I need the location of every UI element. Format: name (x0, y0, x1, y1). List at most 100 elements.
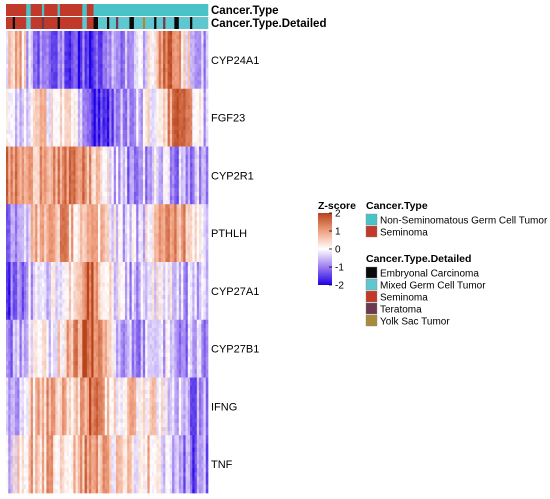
heatmap-cell (147, 216, 150, 222)
heatmap-cell (151, 47, 155, 52)
heatmap-cell (111, 187, 115, 193)
heatmap-cell (190, 167, 193, 172)
heatmap-cell (205, 179, 209, 184)
heatmap-cell (201, 249, 204, 255)
heatmap-cell (158, 88, 162, 94)
heatmap-cell (53, 224, 56, 230)
heatmap-cell (140, 245, 144, 250)
heatmap-cell (93, 117, 97, 123)
heatmap-cell (181, 43, 184, 48)
heatmap-cell (181, 105, 184, 110)
heatmap-cell (127, 39, 130, 44)
heatmap-cell (86, 113, 90, 118)
heatmap-cell (142, 72, 146, 77)
heatmap-cell (10, 59, 14, 65)
heatmap-cell (172, 146, 175, 151)
heatmap-cell (62, 241, 65, 246)
heatmap-cell (104, 249, 108, 255)
heatmap-cell (140, 175, 144, 180)
heatmap-cell (142, 80, 146, 85)
heatmap-cell (50, 59, 54, 65)
heatmap-cell (64, 154, 67, 160)
heatmap-cell (118, 208, 121, 213)
heatmap-cell (176, 196, 180, 201)
heatmap-cell (14, 179, 18, 184)
heatmap-cell (28, 84, 32, 90)
heatmap-cell (169, 163, 173, 168)
heatmap-cell (50, 105, 54, 110)
heatmap-cell (73, 233, 76, 238)
heatmap-cell (55, 92, 58, 98)
heatmap-cell (23, 196, 27, 201)
heatmap-cell (17, 39, 20, 44)
heatmap-cell (35, 154, 38, 160)
heatmap-cell (181, 187, 184, 193)
heatmap-cell (35, 101, 38, 106)
heatmap-cell (53, 88, 56, 94)
heatmap-cell (23, 154, 27, 160)
heatmap-cell (6, 237, 9, 242)
heatmap-cell (19, 31, 23, 36)
heatmap-cell (127, 183, 130, 189)
heatmap-cell (199, 51, 202, 57)
heatmap-cell (107, 138, 110, 143)
heatmap-cell (178, 200, 182, 205)
heatmap-cell (136, 237, 139, 242)
heatmap-cell (46, 109, 49, 114)
heatmap-cell (64, 220, 67, 226)
heatmap-cell (86, 72, 90, 77)
heatmap-cell (107, 101, 110, 106)
heatmap-cell (120, 237, 124, 242)
heatmap-cell (158, 171, 162, 176)
heatmap-cell (89, 179, 92, 184)
heatmap-cell (167, 158, 171, 164)
heatmap-cell (109, 84, 112, 90)
heatmap-cell (102, 187, 106, 193)
heatmap-cell (194, 105, 198, 110)
heatmap-cell (37, 163, 41, 168)
heatmap-cell (39, 35, 43, 40)
heatmap-cell (55, 150, 58, 156)
heatmap-cell (12, 216, 16, 222)
heatmap-cell (8, 138, 11, 143)
heatmap-cell (156, 142, 159, 147)
heatmap-cell (151, 249, 155, 255)
heatmap-cell (131, 51, 135, 57)
heatmap-cell (41, 64, 45, 69)
heatmap-cell (35, 113, 38, 118)
heatmap-cell (68, 68, 72, 73)
heatmap-cell (17, 72, 20, 77)
heatmap-cell (19, 101, 23, 106)
heatmap-cell (151, 130, 155, 135)
heatmap-cell (113, 171, 117, 176)
heatmap-cell (68, 125, 72, 131)
heatmap-cell (122, 68, 126, 73)
heatmap-cell (12, 47, 16, 52)
heatmap-cell (46, 204, 49, 209)
heatmap-cell (30, 167, 34, 172)
heatmap-cell (59, 51, 63, 57)
heatmap-cell (86, 88, 90, 94)
heatmap-cell (84, 72, 88, 77)
heatmap-cell (145, 187, 148, 193)
heatmap-cell (203, 39, 207, 44)
heatmap-cell (62, 220, 65, 226)
heatmap-cell (167, 171, 171, 176)
heatmap-cell (199, 68, 202, 73)
heatmap-cell (122, 200, 126, 205)
heatmap-cell (138, 224, 142, 230)
heatmap-cell (32, 72, 36, 77)
heatmap-cell (82, 125, 85, 131)
heatmap-cell (64, 191, 67, 197)
heatmap-cell (167, 105, 171, 110)
heatmap-cell (73, 163, 76, 168)
heatmap-cell (21, 121, 25, 127)
heatmap-cell (111, 138, 115, 143)
heatmap-cell (138, 158, 142, 164)
heatmap-cell (174, 109, 177, 114)
heatmap-cell (149, 171, 153, 176)
heatmap-cell (66, 105, 70, 110)
heatmap-cell (147, 191, 150, 197)
heatmap-cell (53, 237, 56, 242)
heatmap-cell (122, 55, 126, 61)
